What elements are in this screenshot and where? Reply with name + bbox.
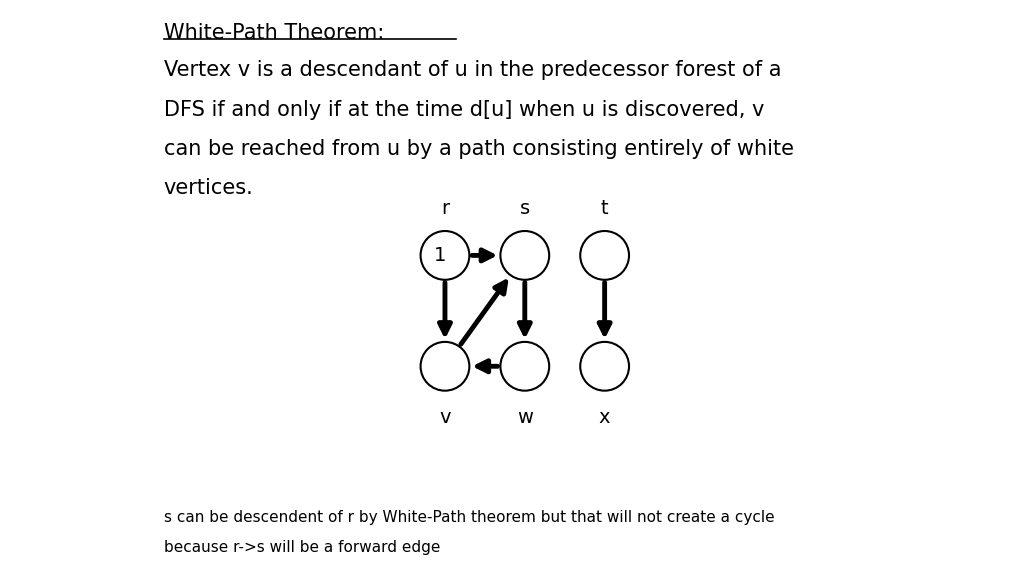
Text: s can be descendent of r by White-Path theorem but that will not create a cycle: s can be descendent of r by White-Path t… xyxy=(164,510,774,525)
Circle shape xyxy=(501,342,549,391)
Text: x: x xyxy=(599,408,610,427)
Text: 1: 1 xyxy=(434,246,446,265)
Text: r: r xyxy=(441,199,450,218)
Text: t: t xyxy=(601,199,608,218)
Circle shape xyxy=(421,342,469,391)
Text: vertices.: vertices. xyxy=(164,178,254,198)
Text: because r->s will be a forward edge: because r->s will be a forward edge xyxy=(164,540,440,555)
Text: s: s xyxy=(520,199,529,218)
Text: can be reached from u by a path consisting entirely of white: can be reached from u by a path consisti… xyxy=(164,139,794,159)
Text: White-Path Theorem:: White-Path Theorem: xyxy=(164,23,384,43)
Text: w: w xyxy=(517,408,532,427)
Circle shape xyxy=(421,231,469,280)
Circle shape xyxy=(581,342,629,391)
Text: Vertex v is a descendant of u in the predecessor forest of a: Vertex v is a descendant of u in the pre… xyxy=(164,60,781,81)
Text: v: v xyxy=(439,408,451,427)
Circle shape xyxy=(501,231,549,280)
Circle shape xyxy=(581,231,629,280)
Text: DFS if and only if at the time d[u] when u is discovered, v: DFS if and only if at the time d[u] when… xyxy=(164,100,764,120)
